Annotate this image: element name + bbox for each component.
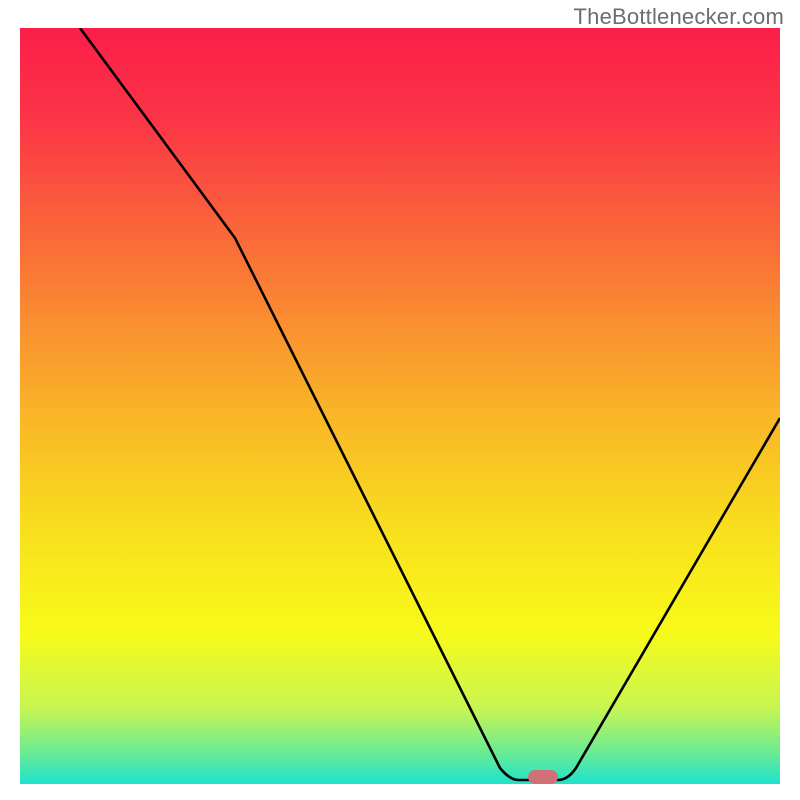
watermark-text: TheBottlenecker.com [574, 4, 784, 30]
chart-container: TheBottlenecker.com [0, 0, 800, 800]
plot-area [20, 28, 780, 784]
curve-layer [20, 28, 780, 784]
optimum-marker [528, 770, 558, 784]
bottleneck-curve [80, 28, 780, 780]
